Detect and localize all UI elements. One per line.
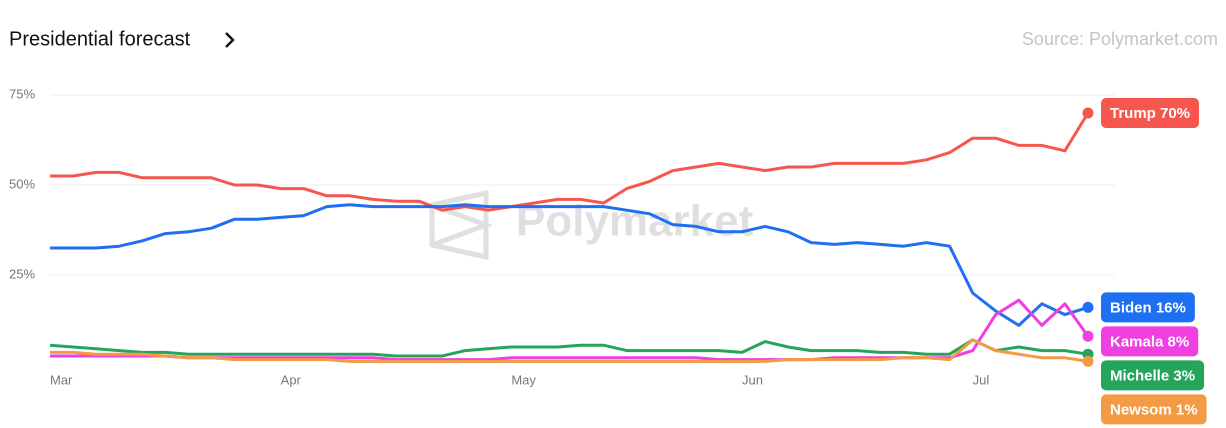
end-dot bbox=[1082, 107, 1094, 119]
watermark: Polymarket bbox=[516, 197, 754, 246]
title-chevron[interactable] bbox=[225, 32, 235, 48]
y-tick-label: 25% bbox=[9, 266, 35, 281]
end-label: Newsom 1% bbox=[1101, 394, 1207, 425]
source: Source: Polymarket.com bbox=[1022, 29, 1218, 49]
end-label: Michelle 3% bbox=[1101, 360, 1205, 391]
end-label: Biden 16% bbox=[1101, 292, 1195, 323]
end-label: Kamala 8% bbox=[1101, 326, 1199, 357]
legend-label: Trump 70% bbox=[1110, 105, 1190, 122]
end-dot bbox=[1082, 355, 1094, 367]
legend-label: Biden 16% bbox=[1110, 299, 1186, 316]
series-line bbox=[49, 338, 1089, 358]
end-label-box bbox=[1101, 292, 1195, 323]
series-line bbox=[50, 298, 1090, 362]
legend-label: Kamala 8% bbox=[1110, 333, 1189, 350]
end-label-box bbox=[1101, 394, 1207, 425]
x-tick-label: Apr bbox=[281, 372, 302, 387]
x-tick-label: Jun bbox=[742, 372, 763, 387]
end-label-box bbox=[1101, 98, 1200, 128]
x-tick-label: May bbox=[511, 372, 536, 387]
end-dot bbox=[1082, 330, 1094, 342]
legend-label: Newsom 1% bbox=[1110, 401, 1198, 418]
y-tick-label: 75% bbox=[9, 86, 35, 101]
series-line bbox=[50, 112, 1090, 212]
end-dot bbox=[1082, 301, 1094, 313]
end-label-box bbox=[1101, 360, 1205, 391]
chart-title: Presidential forecast bbox=[9, 28, 191, 50]
series-line bbox=[50, 203, 1089, 327]
x-tick-label: Mar bbox=[50, 372, 73, 387]
y-tick-label: 50% bbox=[9, 176, 35, 191]
x-tick-label: Jul bbox=[973, 372, 990, 387]
watermark-logo bbox=[429, 189, 494, 261]
series-line bbox=[50, 338, 1089, 363]
end-label-box bbox=[1101, 326, 1199, 357]
legend-label: Michelle 3% bbox=[1110, 367, 1195, 384]
end-label: Trump 70% bbox=[1101, 98, 1200, 128]
